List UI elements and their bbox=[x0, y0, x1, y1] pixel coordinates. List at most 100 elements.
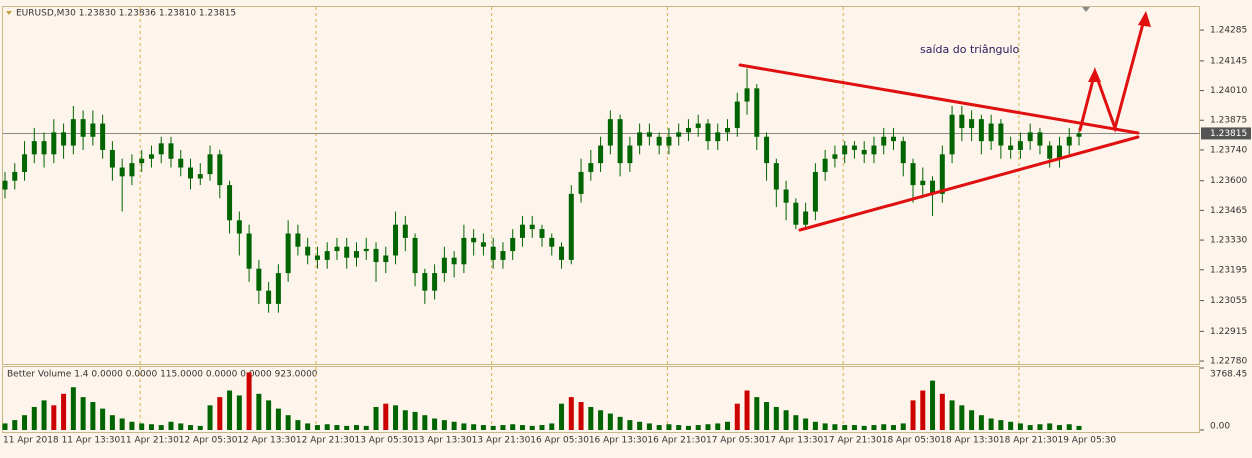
volume-bar bbox=[31, 406, 37, 430]
x-tick-label: 11 Apr 2018 bbox=[3, 436, 59, 446]
candle-body bbox=[2, 180, 8, 190]
volume-bar bbox=[197, 425, 203, 430]
x-tick-label: 12 Apr 05:30 bbox=[179, 436, 238, 446]
candle-body bbox=[383, 255, 389, 263]
volume-bar bbox=[539, 425, 545, 430]
volume-bar bbox=[1076, 425, 1082, 430]
volume-bar bbox=[920, 390, 926, 430]
candle-body bbox=[666, 136, 672, 146]
candle-body bbox=[100, 123, 106, 150]
volume-bar bbox=[500, 425, 506, 430]
volume-bar bbox=[168, 421, 174, 430]
candle-body bbox=[480, 242, 486, 247]
candle-body bbox=[910, 163, 916, 186]
candle-body bbox=[549, 237, 555, 247]
volume-bar bbox=[305, 423, 311, 430]
candle-body bbox=[764, 136, 770, 164]
candle-body bbox=[842, 145, 848, 155]
volume-bar bbox=[314, 425, 320, 430]
volume-bar bbox=[676, 425, 682, 430]
candle-body bbox=[1056, 145, 1062, 159]
candle-body bbox=[207, 154, 213, 175]
y-tick-label: 1.22780 bbox=[1210, 357, 1247, 367]
y-tick-label: 1.23875 bbox=[1210, 116, 1247, 126]
volume-bar bbox=[480, 425, 486, 430]
volume-bar bbox=[529, 425, 535, 430]
drawings bbox=[738, 11, 1151, 232]
volume-bar bbox=[227, 390, 233, 430]
candle-body bbox=[41, 141, 47, 155]
candle-body bbox=[685, 127, 691, 133]
volume-bar bbox=[510, 424, 516, 430]
volume-bar bbox=[139, 423, 145, 430]
upper-trendline bbox=[738, 63, 1140, 135]
x-tick-label: 12 Apr 21:30 bbox=[296, 436, 355, 446]
y-tick-label: 1.24145 bbox=[1210, 56, 1247, 66]
x-tick-label: 18 Apr 21:30 bbox=[999, 436, 1058, 446]
volume-bar bbox=[754, 397, 760, 430]
candle-body bbox=[471, 237, 477, 243]
candle-body bbox=[1017, 141, 1023, 150]
y-tick-label: 1.23330 bbox=[1210, 236, 1247, 246]
volume-bar bbox=[344, 425, 350, 430]
volume-bar bbox=[422, 415, 428, 430]
volume-bar bbox=[383, 403, 389, 430]
candle-body bbox=[773, 163, 779, 190]
candle-body bbox=[588, 163, 594, 172]
candle-body bbox=[168, 143, 174, 159]
volume-bar bbox=[275, 408, 281, 430]
volume-bar bbox=[119, 418, 125, 430]
candle-body bbox=[568, 193, 574, 260]
candle-body bbox=[314, 255, 320, 260]
volume-bar bbox=[861, 425, 867, 430]
y-tick-label: 0.00 bbox=[1210, 422, 1230, 432]
volume-bar bbox=[666, 424, 672, 430]
volume-bar bbox=[607, 413, 613, 430]
x-tick-label: 13 Apr 13:30 bbox=[413, 436, 472, 446]
price-title: EURUSD,M30 1.23830 1.23836 1.23810 1.238… bbox=[16, 9, 236, 19]
x-tick-label: 13 Apr 05:30 bbox=[354, 436, 413, 446]
y-tick-label: 1.23195 bbox=[1210, 265, 1247, 275]
volume-bar bbox=[900, 423, 906, 430]
candle-body bbox=[930, 180, 936, 194]
candle-body bbox=[578, 171, 584, 194]
volume-bar bbox=[80, 397, 86, 430]
candle-body bbox=[637, 132, 643, 146]
volume-bar bbox=[969, 410, 975, 430]
candle-body bbox=[656, 136, 662, 146]
volume-bar bbox=[324, 424, 330, 430]
volume-bar bbox=[656, 425, 662, 430]
volume-bar bbox=[842, 425, 848, 430]
volume-bar bbox=[100, 408, 106, 430]
candle-body bbox=[31, 141, 37, 155]
volume-bar bbox=[627, 420, 633, 430]
arrowhead bbox=[1138, 11, 1151, 27]
candle-body bbox=[783, 189, 789, 203]
candle-body bbox=[705, 123, 711, 142]
volume-bar bbox=[685, 425, 691, 430]
x-tick-label: 18 Apr 13:30 bbox=[940, 436, 999, 446]
x-tick-label: 17 Apr 05:30 bbox=[706, 436, 765, 446]
candle-body bbox=[451, 257, 457, 265]
volume-bar bbox=[334, 425, 340, 430]
volume-bar bbox=[1066, 424, 1072, 430]
volume-bar bbox=[188, 425, 194, 430]
candle-body bbox=[148, 154, 154, 159]
candle-body bbox=[744, 88, 750, 102]
volume-bar bbox=[881, 424, 887, 430]
volume-bar bbox=[695, 425, 701, 430]
candle-body bbox=[725, 127, 731, 133]
candle-body bbox=[353, 251, 359, 258]
volume-bar bbox=[851, 425, 857, 430]
volume-bar bbox=[764, 402, 770, 430]
volume-bar bbox=[1027, 425, 1033, 430]
volume-bar bbox=[725, 421, 731, 430]
candle-body bbox=[70, 119, 76, 146]
candle-body bbox=[178, 158, 184, 168]
volume-bar bbox=[637, 421, 643, 430]
candle-body bbox=[80, 119, 86, 137]
candle-body bbox=[500, 251, 506, 260]
volume-bar bbox=[832, 424, 838, 430]
